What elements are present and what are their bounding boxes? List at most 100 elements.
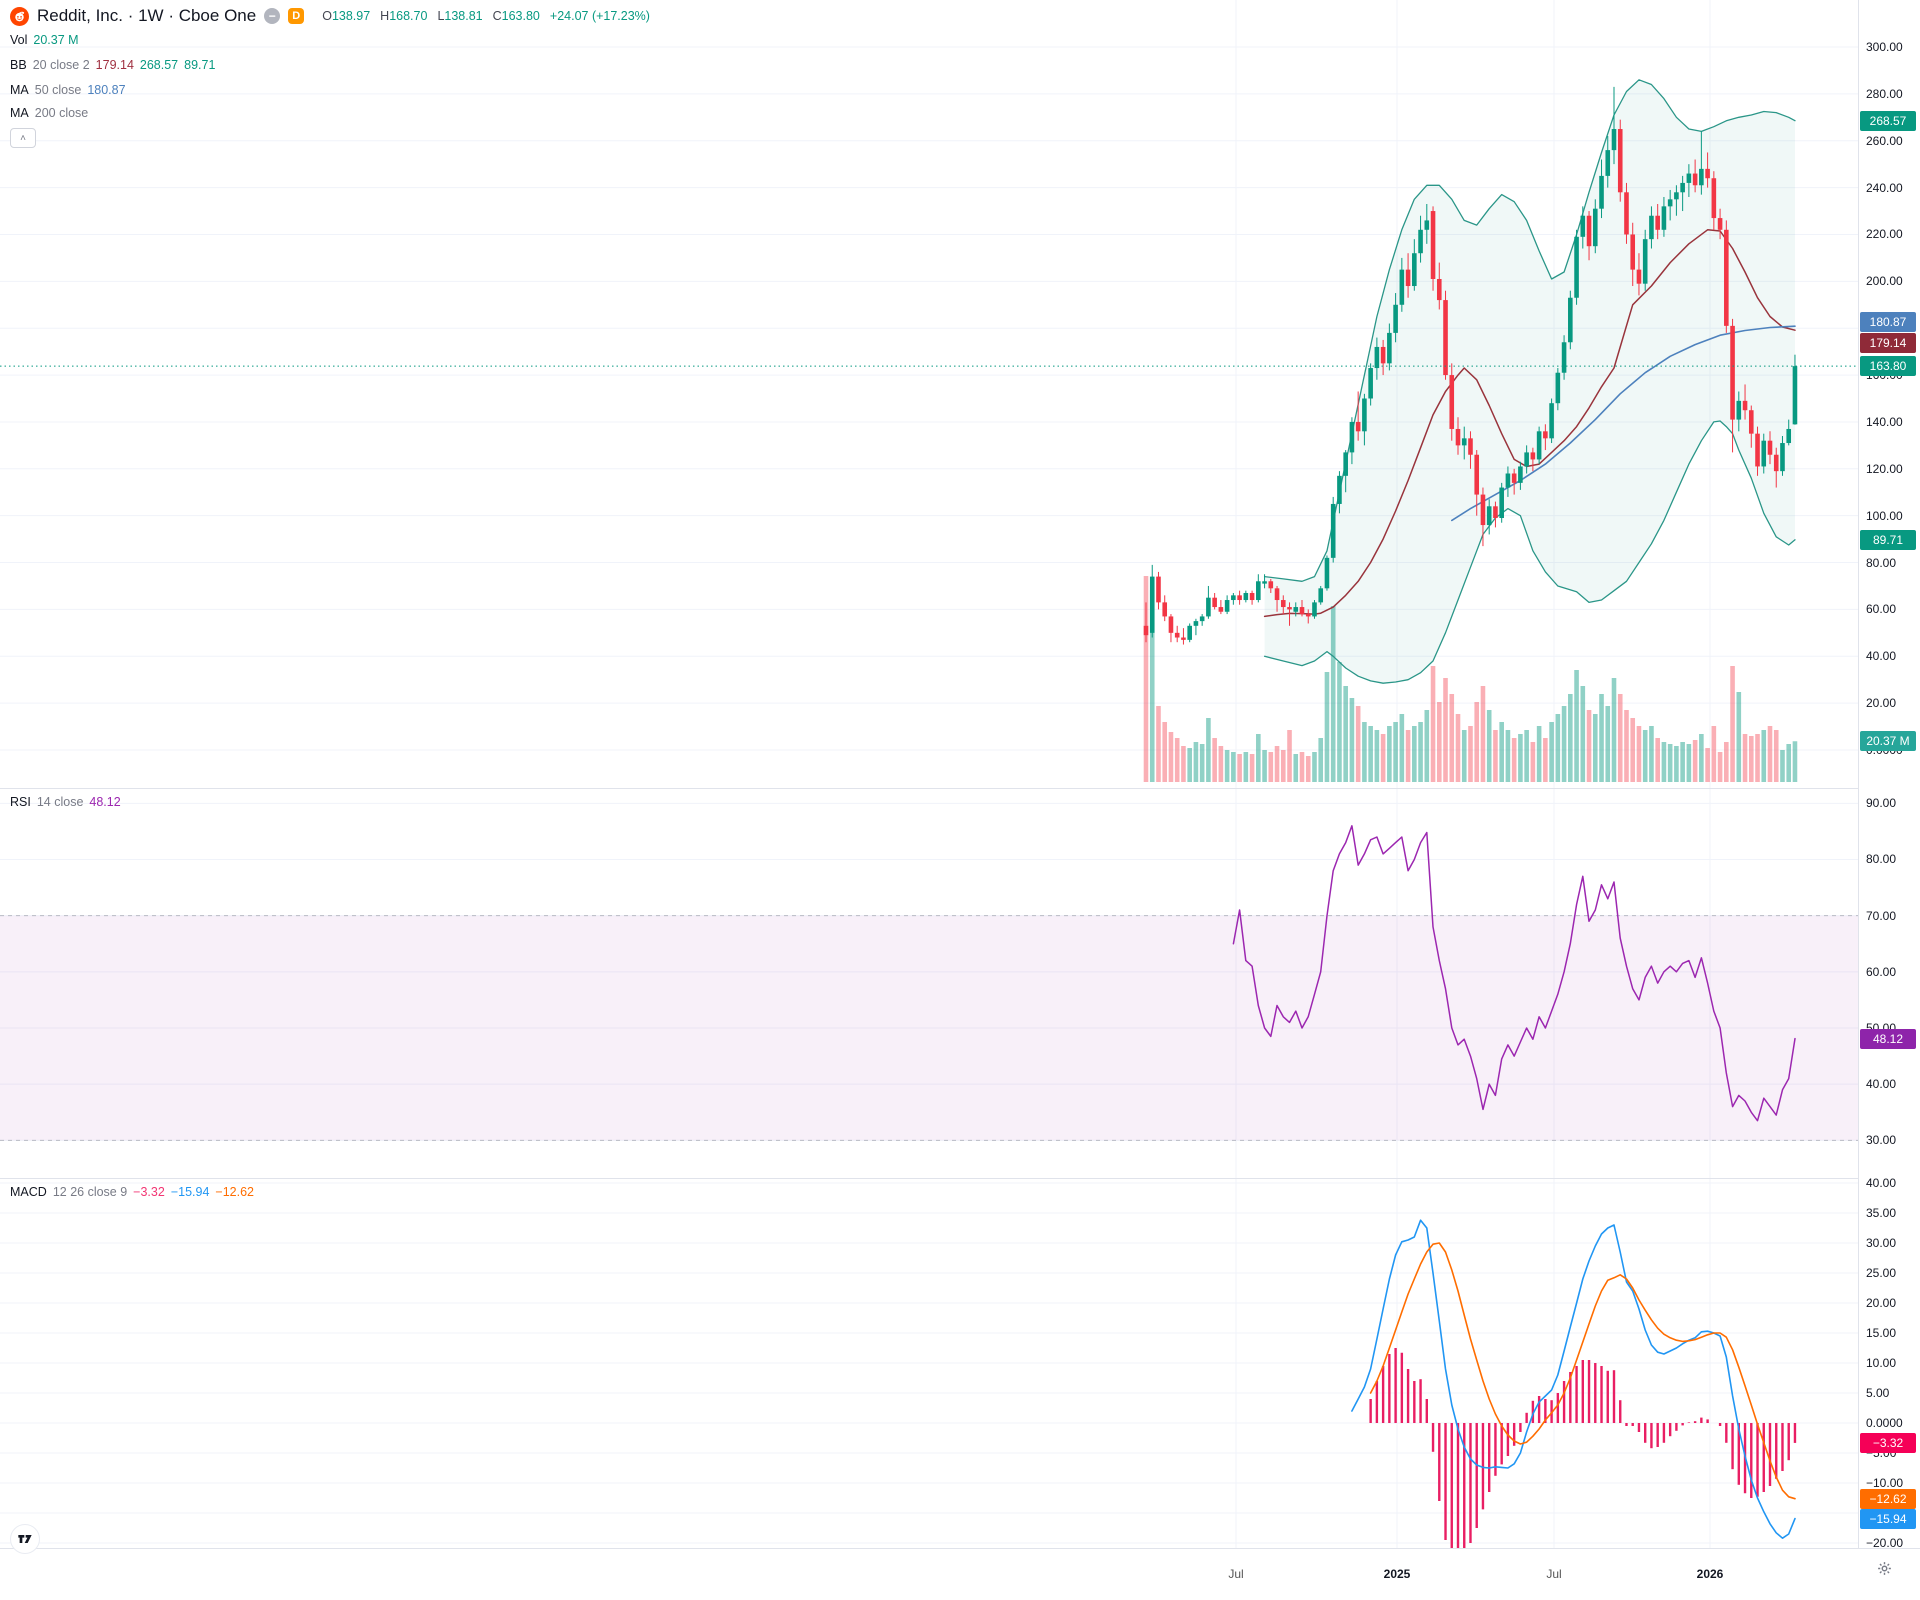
candle-body <box>1443 300 1448 376</box>
volume-bar <box>1274 746 1280 782</box>
volume-bar <box>1318 738 1324 782</box>
settings-gear-icon[interactable] <box>1876 1560 1893 1582</box>
candle-body <box>1324 557 1330 589</box>
volume-bar <box>1224 750 1230 782</box>
volume-bar <box>1187 748 1192 782</box>
volume-bar <box>1430 666 1436 782</box>
candle-body <box>1156 576 1161 603</box>
bb-lower-line <box>1263 420 1796 684</box>
volume-bar <box>1755 734 1760 782</box>
macd-tick: 25.00 <box>1866 1266 1897 1280</box>
macd-tick: 15.00 <box>1866 1326 1897 1340</box>
rsi-tick: 40.00 <box>1866 1077 1897 1092</box>
volume-bar <box>1149 590 1155 782</box>
volume-bar <box>1193 742 1199 782</box>
symbol-title[interactable]: Reddit, Inc. · 1W · Cboe One <box>37 6 257 25</box>
candle-body <box>1780 443 1785 472</box>
macd-legend[interactable]: MACD 12 26 close 9 −3.32 −15.94 −12.62 <box>10 1185 254 1199</box>
volume-bar <box>1380 734 1386 782</box>
tradingview-logo[interactable] <box>10 1524 40 1554</box>
candle-body <box>1256 581 1261 601</box>
volume-bar <box>1667 744 1673 782</box>
candle-body <box>1187 625 1192 640</box>
volume-bar <box>1474 702 1480 782</box>
candle-body <box>1162 602 1168 617</box>
volume-bar <box>1156 706 1161 782</box>
candle-body <box>1368 368 1373 399</box>
volume-bar <box>1530 742 1536 782</box>
macd-tick: −10.00 <box>1866 1476 1904 1490</box>
price-tick: 80.00 <box>1866 555 1897 570</box>
volume-bar <box>1287 730 1292 782</box>
macd-tick: −20.00 <box>1866 1536 1904 1550</box>
time-tick-label: Jul <box>1228 1567 1244 1581</box>
volume-bar <box>1486 710 1492 782</box>
candle-body <box>1580 215 1586 237</box>
price-axis[interactable]: 300.00 280.00 260.00 240.00 220.00 200.00 180.… <box>1858 0 1920 1550</box>
volume-legend[interactable]: Vol 20.37 M <box>10 33 79 47</box>
volume-bar <box>1568 694 1573 782</box>
axis-badge: −3.32 <box>1860 1432 1916 1453</box>
candle-body <box>1318 588 1324 603</box>
candle-body <box>1617 129 1623 193</box>
candle-body <box>1380 346 1386 364</box>
candle-body <box>1511 473 1517 483</box>
delayed-data-badge[interactable]: D <box>288 8 305 24</box>
price-tick: 280.00 <box>1866 86 1903 101</box>
candle-body <box>1792 366 1798 425</box>
volume-bar <box>1705 748 1710 782</box>
candle-body <box>1393 304 1398 333</box>
candle-body <box>1736 400 1742 420</box>
volume-bar <box>1555 714 1561 782</box>
candle-body <box>1412 253 1417 287</box>
tv-glyph-icon <box>18 1535 32 1543</box>
volume-bar <box>1773 730 1779 782</box>
ma50-legend[interactable]: MA 50 close 180.87 <box>10 83 126 97</box>
axis-badge: 268.57 <box>1860 110 1916 131</box>
candle-body <box>1518 466 1523 483</box>
volume-bar <box>1605 706 1611 782</box>
axis-badge: −12.62 <box>1860 1488 1916 1509</box>
candle-body <box>1574 236 1579 298</box>
rsi-legend[interactable]: RSI 14 close 48.12 <box>10 795 121 809</box>
collapse-legend-button[interactable]: ˄ <box>10 128 36 148</box>
bb-legend[interactable]: BB 20 close 2 179.14 268.57 89.71 <box>10 58 216 72</box>
candle-body <box>1505 473 1511 488</box>
axis-badge: −15.94 <box>1860 1508 1916 1529</box>
ma50-value: 180.87 <box>87 83 126 97</box>
candle-body <box>1143 625 1149 636</box>
candle-body <box>1224 600 1230 612</box>
candle-body <box>1362 398 1367 432</box>
volume-bar <box>1761 730 1767 782</box>
candle-body <box>1730 325 1735 420</box>
bb-fill <box>1264 79 1795 684</box>
candle-body <box>1649 215 1654 240</box>
candle-body <box>1636 269 1642 284</box>
volume-bar <box>1424 710 1430 782</box>
candle-body <box>1249 592 1255 601</box>
candle-body <box>1424 220 1430 230</box>
volume-bar <box>1674 746 1679 782</box>
time-axis[interactable]: Jul 2025 Jul 2026 <box>0 1548 1920 1600</box>
candle-body <box>1748 410 1754 434</box>
volume-bar <box>1480 686 1486 782</box>
hide-legend-button[interactable]: − <box>264 8 281 24</box>
candle-body <box>1355 421 1361 432</box>
volume-bar <box>1724 742 1729 782</box>
price-tick: 120.00 <box>1866 461 1903 476</box>
candle-body <box>1555 372 1561 404</box>
volume-bar <box>1268 752 1274 782</box>
volume-bar <box>1181 746 1186 782</box>
candle-body <box>1305 614 1311 617</box>
ma200-legend[interactable]: MA 200 close <box>10 106 89 120</box>
candle-body <box>1287 607 1292 610</box>
rsi-tick: 60.00 <box>1866 964 1897 979</box>
volume-bar <box>1580 686 1586 782</box>
candle-body <box>1168 616 1174 633</box>
price-tick: 240.00 <box>1866 180 1903 195</box>
volume-bar <box>1586 710 1592 782</box>
candle-body <box>1280 600 1286 608</box>
candle-body <box>1474 454 1480 495</box>
